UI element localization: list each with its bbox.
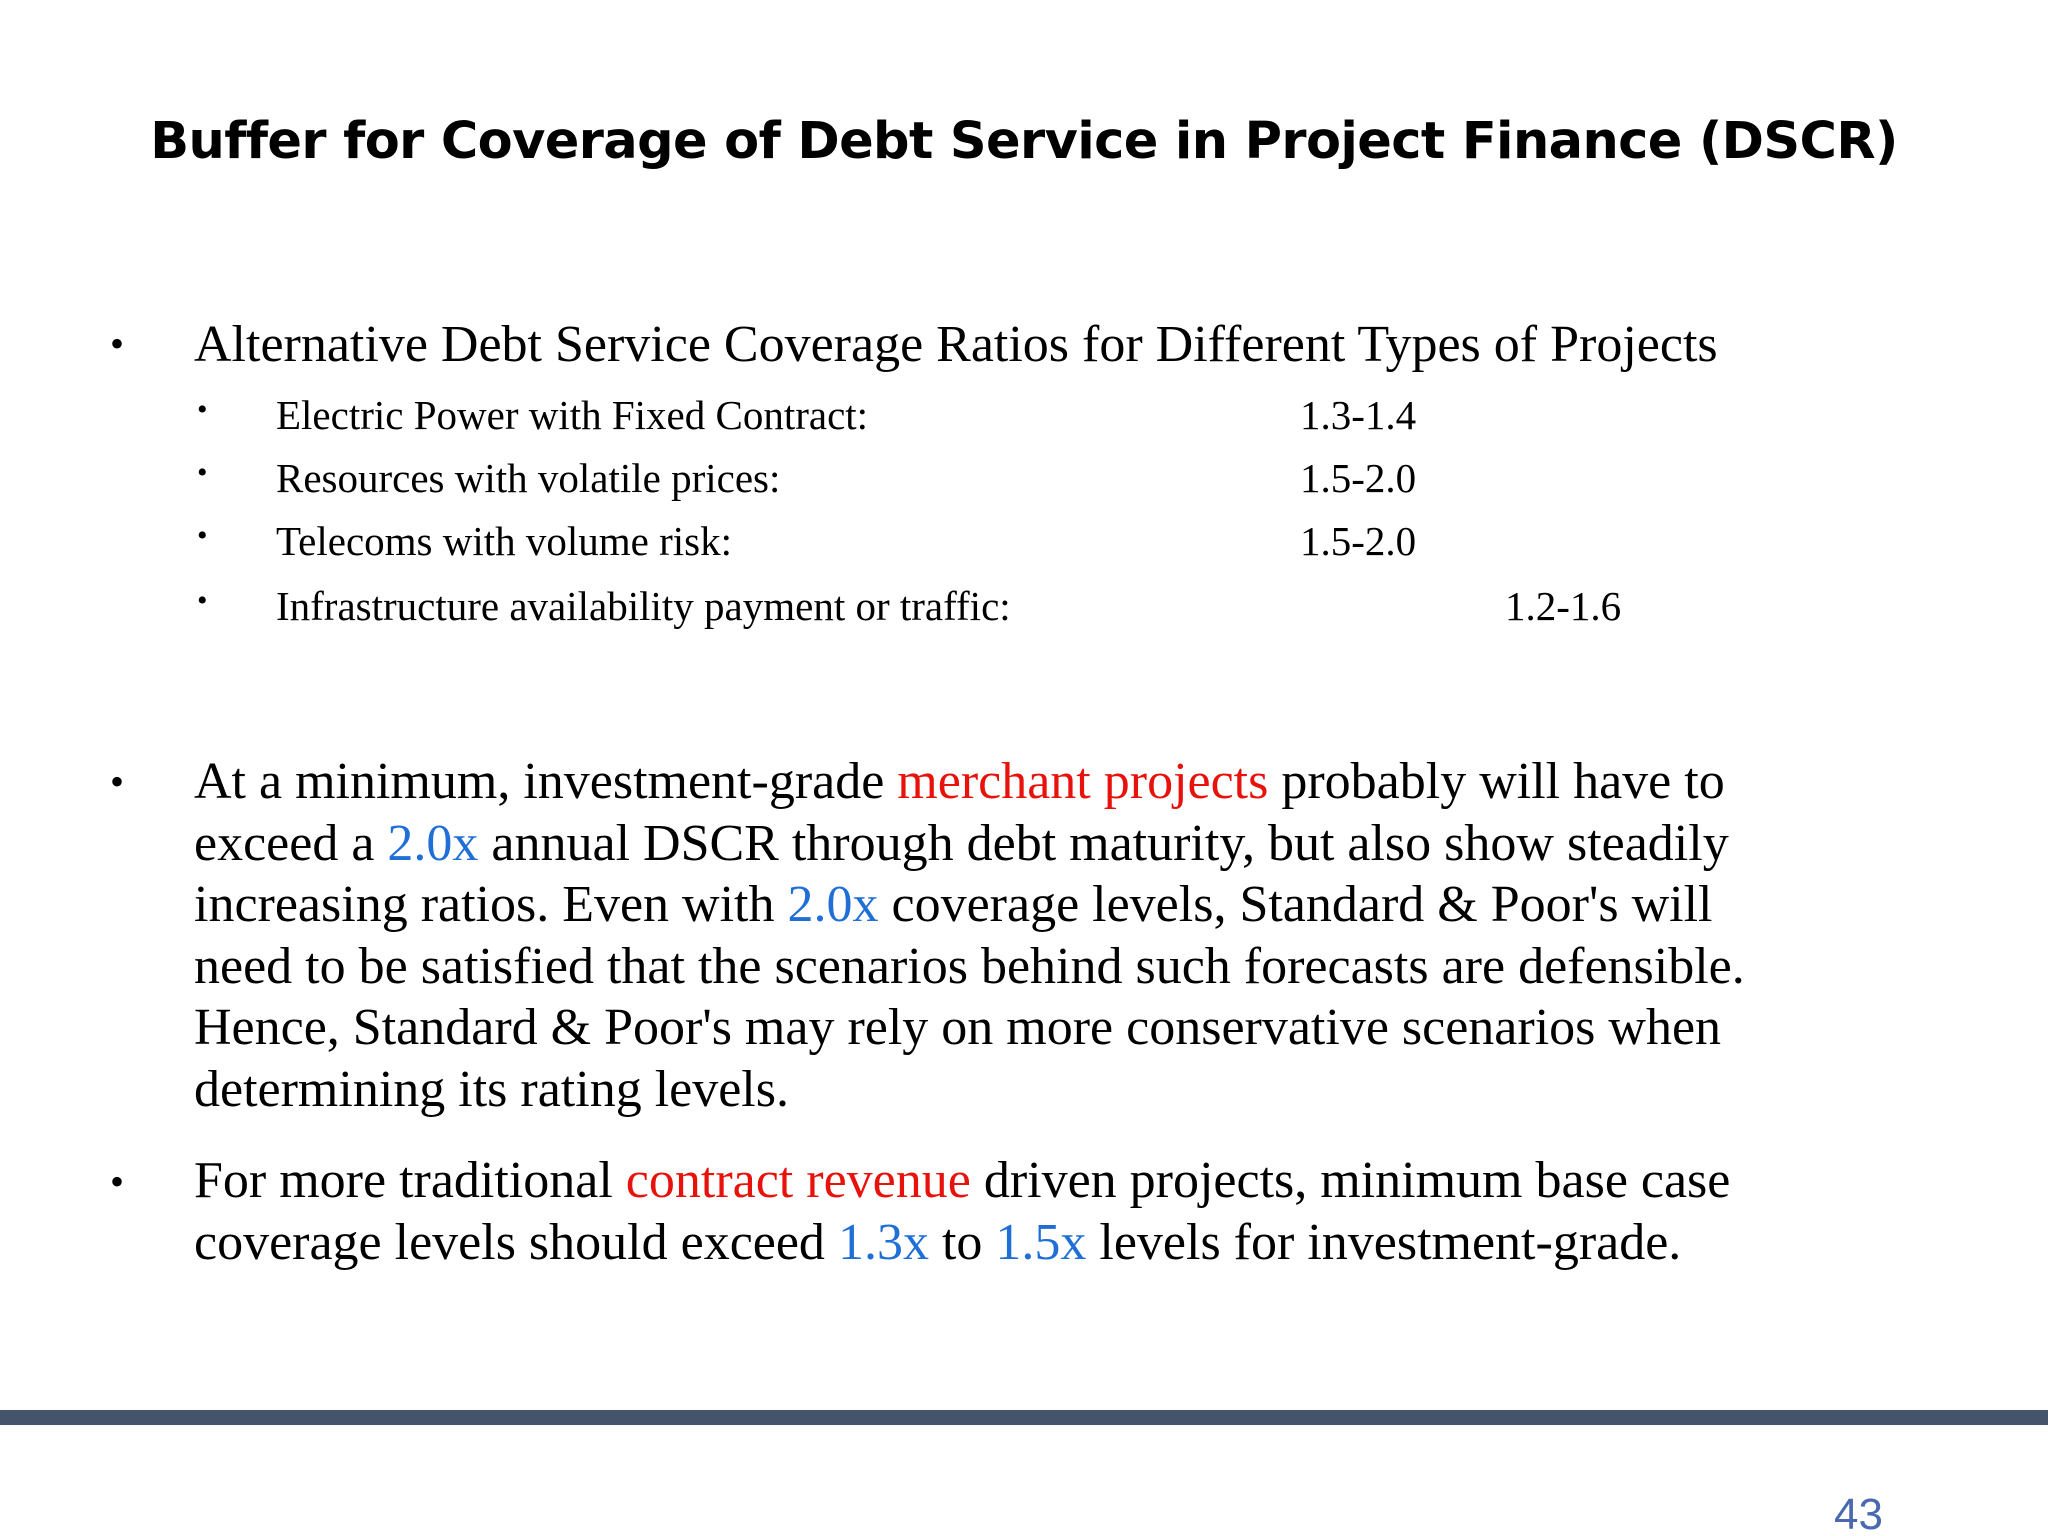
highlight-dscr-value: 2.0x [787,876,879,933]
merchant-projects-paragraph: At a minimum, investment-grade merchant … [194,751,1914,1120]
main-bullet-text: Alternative Debt Service Coverage Ratios… [194,316,1718,373]
text-run: exceed a [194,814,388,872]
paragraph-line: At a minimum, investment-grade merchant … [194,751,1914,813]
text-run: increasing ratios. Even with [194,876,788,933]
text-run: coverage levels, Standard & Poor's will [878,876,1713,933]
text-run: coverage levels should exceed [194,1213,838,1271]
text-run: At a minimum, investment-grade [194,753,898,810]
sub-bullet-marker: • [197,456,208,489]
paragraph-line: increasing ratios. Even with 2.0x covera… [194,874,1914,936]
sub-item-value: 1.5-2.0 [1300,518,1417,564]
sub-item-value: 1.2-1.6 [1505,583,1622,629]
sub-bullet-marker: • [197,519,208,552]
bullet-marker: • [110,321,125,366]
page-number: 43 [1834,1490,1883,1536]
highlight-coverage-low: 1.3x [837,1213,929,1271]
contract-revenue-paragraph: For more traditional contract revenue dr… [194,1150,1914,1273]
highlight-merchant-projects: merchant projects [897,753,1269,810]
highlight-dscr-value: 2.0x [387,814,479,872]
text-run: to [928,1213,996,1271]
text-run: driven projects, minimum base case [970,1152,1731,1209]
text-run: For more traditional [194,1152,626,1209]
footer-divider [0,1410,2048,1425]
text-run: annual DSCR through debt maturity, but a… [478,814,1729,872]
sub-bullet-marker: • [197,393,208,426]
paragraph-line: exceed a 2.0x annual DSCR through debt m… [194,813,1914,875]
paragraph-line: Hence, Standard & Poor's may rely on mor… [194,999,1722,1056]
bullet-marker: • [110,759,125,804]
slide-title: Buffer for Coverage of Debt Service in P… [150,112,1898,171]
paragraph-line: determining its rating levels. [194,1060,789,1118]
paragraph-line: For more traditional contract revenue dr… [194,1150,1914,1212]
sub-item-label: Resources with volatile prices: [276,455,781,501]
sub-bullet-marker: • [197,584,208,617]
paragraph-line: need to be satisfied that the scenarios … [194,937,1745,995]
sub-item-value: 1.3-1.4 [1300,392,1417,438]
text-run: probably will have to [1268,753,1725,810]
highlight-contract-revenue: contract revenue [625,1152,971,1209]
sub-item-label: Telecoms with volume risk: [276,518,733,564]
sub-item-label: Electric Power with Fixed Contract: [276,392,869,438]
text-run: levels for investment-grade. [1086,1213,1682,1271]
highlight-coverage-high: 1.5x [995,1213,1087,1271]
paragraph-line: coverage levels should exceed 1.3x to 1.… [194,1212,1914,1274]
sub-item-value: 1.5-2.0 [1300,455,1417,501]
sub-item-label: Infrastructure availability payment or t… [276,583,1011,629]
bullet-marker: • [110,1159,125,1204]
